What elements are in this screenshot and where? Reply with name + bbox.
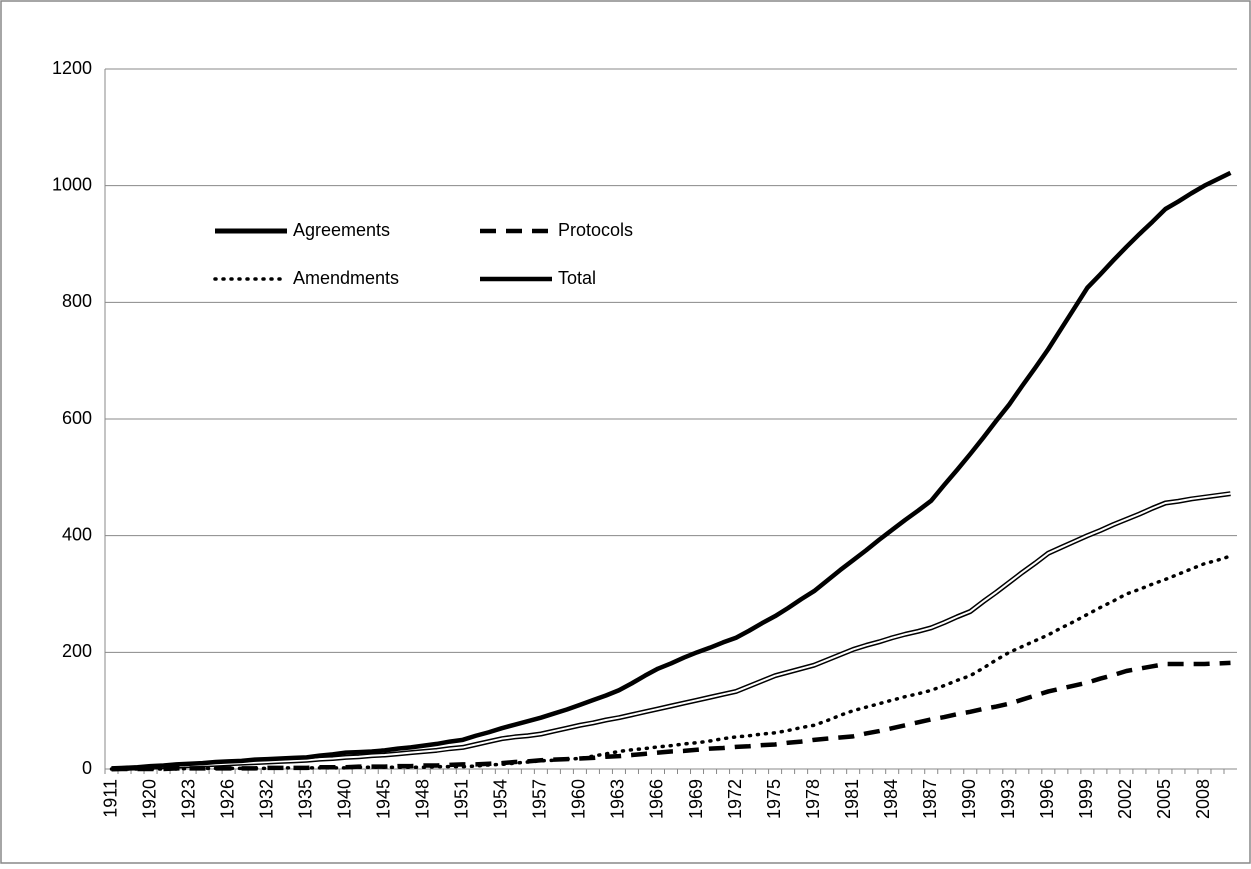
series-line <box>109 554 1233 771</box>
y-tick-label: 200 <box>62 641 92 661</box>
x-tick-label: 1960 <box>569 779 589 819</box>
x-tick-label: 1948 <box>413 779 433 819</box>
x-tick-label: 1945 <box>373 779 393 819</box>
x-tick-label: 1969 <box>686 779 706 819</box>
x-tick-label: 1990 <box>959 779 979 819</box>
x-tick-label: 1957 <box>530 779 550 819</box>
x-tick-label: 1920 <box>139 779 159 819</box>
x-tick-label: 1951 <box>452 779 472 819</box>
x-tick-label: 1963 <box>608 779 628 819</box>
x-tick-label: 2002 <box>1115 779 1135 819</box>
x-tick-label: 1993 <box>998 779 1018 819</box>
x-tick-label: 1984 <box>881 779 901 819</box>
series-line-inner <box>111 492 1231 770</box>
x-tick-label: 1954 <box>491 779 511 819</box>
x-tick-label: 1966 <box>647 779 667 819</box>
x-tick-label: 1926 <box>217 779 237 819</box>
y-tick-label: 1000 <box>52 174 92 194</box>
x-tick-label: 1940 <box>334 779 354 819</box>
x-tick-label: 1978 <box>803 779 823 819</box>
x-tick-label: 1935 <box>295 779 315 819</box>
x-tick-label: 1923 <box>178 779 198 819</box>
y-tick-label: 800 <box>62 291 92 311</box>
x-tick-label: 1996 <box>1037 779 1057 819</box>
y-tick-label: 400 <box>62 524 92 544</box>
legend-label: Amendments <box>293 268 399 288</box>
y-tick-label: 1200 <box>52 58 92 78</box>
x-tick-label: 1981 <box>842 779 862 819</box>
y-tick-label: 600 <box>62 408 92 428</box>
legend-label: Total <box>558 268 596 288</box>
y-tick-label: 0 <box>82 758 92 778</box>
x-tick-label: 1972 <box>725 779 745 819</box>
x-tick-label: 2008 <box>1193 779 1213 819</box>
x-tick-label: 1999 <box>1076 779 1096 819</box>
legend-label: Protocols <box>558 220 633 240</box>
series-line <box>111 170 1232 771</box>
x-tick-label: 1932 <box>256 779 276 819</box>
x-tick-label: 1987 <box>920 779 940 819</box>
x-tick-label: 1911 <box>100 779 120 818</box>
x-tick-label: 1975 <box>764 779 784 819</box>
x-tick-label: 2005 <box>1154 779 1174 819</box>
legend-label: Agreements <box>293 220 390 240</box>
